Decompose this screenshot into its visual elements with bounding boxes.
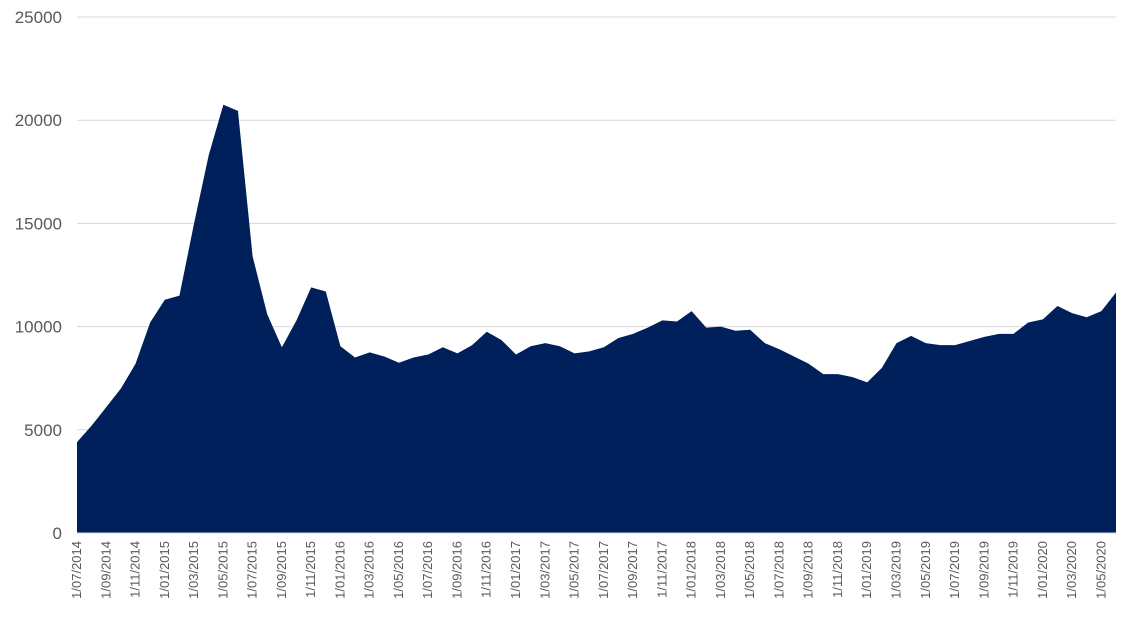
x-tick-label: 1/03/2020 xyxy=(1064,541,1079,599)
x-tick-label: 1/07/2014 xyxy=(69,541,84,599)
x-tick-label: 1/11/2015 xyxy=(303,541,318,598)
x-tick-label: 1/07/2019 xyxy=(947,541,962,599)
x-tick-label: 1/07/2015 xyxy=(245,541,260,599)
x-tick-label: 1/11/2014 xyxy=(128,541,143,598)
x-tick-label: 1/09/2019 xyxy=(976,541,991,599)
x-tick-label: 1/05/2017 xyxy=(567,541,582,599)
series-area xyxy=(77,104,1116,533)
x-tick-label: 1/07/2017 xyxy=(596,541,611,599)
x-tick-label: 1/09/2016 xyxy=(449,541,464,599)
x-axis: 1/07/2014 1/09/2014 1/11/2014 1/01/2015 1/03… xyxy=(69,541,1108,599)
y-tick-label: 15000 xyxy=(15,214,62,233)
x-tick-label: 1/11/2019 xyxy=(1006,541,1021,598)
x-tick-label: 1/03/2018 xyxy=(713,541,728,599)
y-tick-label: 0 xyxy=(53,524,62,543)
x-tick-label: 1/05/2019 xyxy=(918,541,933,599)
x-tick-label: 1/11/2016 xyxy=(479,541,494,598)
y-axis: 0 5000 10000 15000 20000 25000 xyxy=(15,8,62,543)
x-tick-label: 1/01/2016 xyxy=(332,541,347,599)
x-tick-label: 1/01/2019 xyxy=(859,541,874,599)
x-tick-label: 1/03/2016 xyxy=(362,541,377,599)
x-tick-label: 1/01/2015 xyxy=(157,541,172,599)
x-tick-label: 1/09/2017 xyxy=(625,541,640,599)
x-tick-label: 1/11/2018 xyxy=(830,541,845,598)
x-tick-label: 1/05/2015 xyxy=(215,541,230,599)
x-tick-label: 1/07/2018 xyxy=(771,541,786,599)
x-tick-label: 1/05/2016 xyxy=(391,541,406,599)
x-tick-label: 1/01/2018 xyxy=(684,541,699,599)
y-tick-label: 5000 xyxy=(24,421,62,440)
area-series xyxy=(77,104,1116,534)
y-tick-label: 10000 xyxy=(15,318,62,337)
x-tick-label: 1/03/2015 xyxy=(186,541,201,599)
x-tick-label: 1/03/2019 xyxy=(888,541,903,599)
x-tick-label: 1/03/2017 xyxy=(537,541,552,599)
y-tick-label: 20000 xyxy=(15,111,62,130)
x-tick-label: 1/01/2020 xyxy=(1035,541,1050,599)
x-tick-label: 1/05/2020 xyxy=(1093,541,1108,599)
x-tick-label: 1/09/2015 xyxy=(274,541,289,599)
x-tick-label: 1/01/2017 xyxy=(508,541,523,599)
x-tick-label: 1/05/2018 xyxy=(742,541,757,599)
x-tick-label: 1/09/2018 xyxy=(801,541,816,599)
x-tick-label: 1/11/2017 xyxy=(654,541,669,598)
x-tick-label: 1/07/2016 xyxy=(420,541,435,599)
x-tick-label: 1/09/2014 xyxy=(98,541,113,599)
y-tick-label: 25000 xyxy=(15,8,62,27)
